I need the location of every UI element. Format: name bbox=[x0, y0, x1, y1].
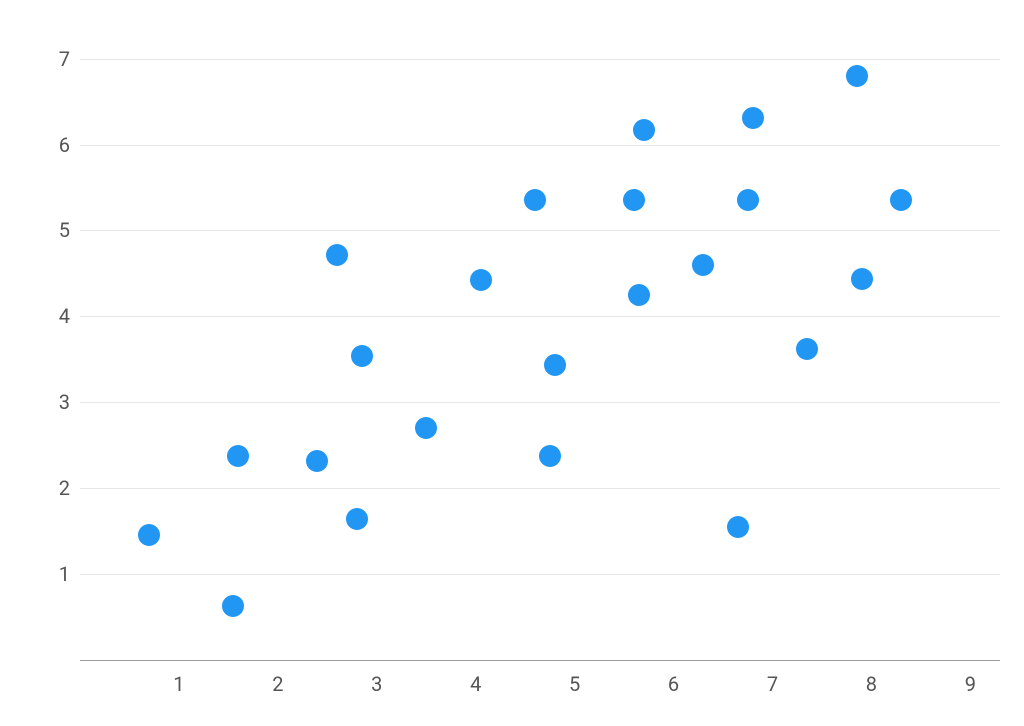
data-point bbox=[470, 269, 492, 291]
x-tick-label: 6 bbox=[668, 672, 679, 696]
y-tick-label: 3 bbox=[50, 390, 70, 414]
y-tick-label: 1 bbox=[50, 562, 70, 586]
data-point bbox=[727, 516, 749, 538]
grid-line bbox=[80, 402, 1000, 403]
x-tick-label: 4 bbox=[470, 672, 481, 696]
y-tick-label: 2 bbox=[50, 476, 70, 500]
data-point bbox=[628, 284, 650, 306]
x-tick-label: 5 bbox=[569, 672, 580, 696]
grid-line bbox=[80, 59, 1000, 60]
grid-line bbox=[80, 488, 1000, 489]
data-point bbox=[524, 189, 546, 211]
data-point bbox=[138, 524, 160, 546]
data-point bbox=[890, 189, 912, 211]
y-tick-label: 7 bbox=[50, 47, 70, 71]
data-point bbox=[227, 445, 249, 467]
data-point bbox=[222, 595, 244, 617]
x-tick-label: 1 bbox=[173, 672, 184, 696]
data-point bbox=[306, 450, 328, 472]
data-point bbox=[846, 65, 868, 87]
x-tick-label: 3 bbox=[371, 672, 382, 696]
y-tick-label: 5 bbox=[50, 218, 70, 242]
plot-area bbox=[80, 20, 1000, 660]
grid-line bbox=[80, 230, 1000, 231]
x-tick-label: 8 bbox=[866, 672, 877, 696]
grid-line bbox=[80, 145, 1000, 146]
data-point bbox=[737, 189, 759, 211]
data-point bbox=[623, 189, 645, 211]
data-point bbox=[544, 354, 566, 376]
data-point bbox=[539, 445, 561, 467]
data-point bbox=[692, 254, 714, 276]
data-point bbox=[351, 345, 373, 367]
grid-line bbox=[80, 574, 1000, 575]
y-tick-label: 4 bbox=[50, 304, 70, 328]
y-tick-label: 6 bbox=[50, 133, 70, 157]
x-tick-label: 2 bbox=[272, 672, 283, 696]
data-point bbox=[742, 107, 764, 129]
data-point bbox=[851, 268, 873, 290]
data-point bbox=[633, 119, 655, 141]
scatter-chart: 1 2 3 4 5 6 7 1 2 3 4 5 6 7 8 9 bbox=[0, 0, 1024, 726]
data-point bbox=[796, 338, 818, 360]
data-point bbox=[415, 417, 437, 439]
data-point bbox=[326, 244, 348, 266]
data-point bbox=[346, 508, 368, 530]
x-tick-label: 7 bbox=[767, 672, 778, 696]
x-axis-line bbox=[80, 660, 1000, 661]
grid-line bbox=[80, 316, 1000, 317]
x-tick-label: 9 bbox=[965, 672, 976, 696]
